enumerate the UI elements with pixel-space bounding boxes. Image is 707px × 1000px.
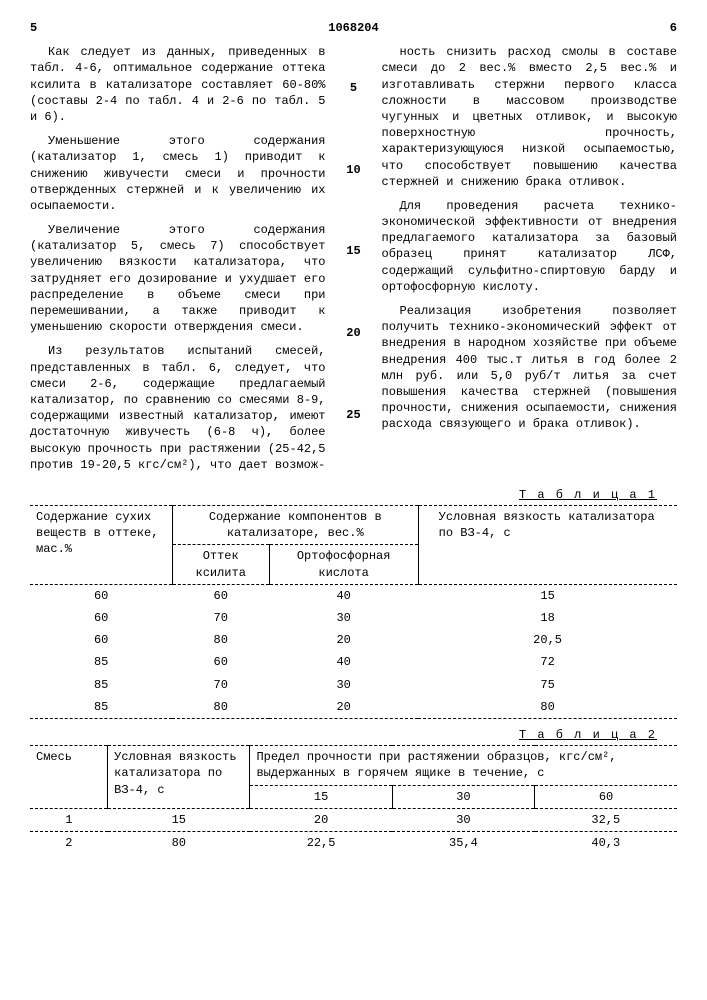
page-right-num: 6	[670, 20, 677, 36]
table-cell: 18	[418, 607, 677, 629]
paragraph: Для проведения расчета технико-экономиче…	[382, 198, 678, 295]
table-cell: 75	[418, 674, 677, 696]
table1-h2b: Ортофосфорная кислота	[269, 545, 418, 584]
line-marker: 15	[342, 243, 366, 259]
table-cell: 85	[30, 651, 172, 673]
table2: Смесь Условная вязкость катализатора по …	[30, 745, 677, 854]
table-cell: 70	[172, 674, 269, 696]
right-column: ность снизить расход смолы в составе сме…	[382, 44, 678, 481]
table-cell: 35,4	[392, 831, 534, 854]
table-cell: 85	[30, 696, 172, 719]
table-cell: 60	[30, 607, 172, 629]
table-cell: 1	[30, 808, 108, 831]
table1: Содержание сухих веществ в оттеке, мас.%…	[30, 505, 677, 721]
table-cell: 80	[172, 696, 269, 719]
table2-h3: Предел прочности при растяжении образцов…	[250, 746, 677, 785]
table2-h3a: 15	[250, 785, 392, 808]
table2-h2: Условная вязкость катализатора по ВЗ-4, …	[108, 746, 250, 809]
page-left-num: 5	[30, 20, 37, 36]
table-cell: 15	[108, 808, 250, 831]
table1-h3: Условная вязкость катализатора по ВЗ-4, …	[418, 506, 677, 585]
paragraph: Реализация изобретения позволяет получит…	[382, 303, 678, 433]
paragraph: Увеличение этого содержания (катализатор…	[30, 222, 326, 335]
table-cell: 22,5	[250, 831, 392, 854]
table-cell: 32,5	[535, 808, 677, 831]
table-cell: 20,5	[418, 629, 677, 651]
table1-h2a: Оттек ксилита	[172, 545, 269, 584]
table-cell: 80	[108, 831, 250, 854]
table1-label: Т а б л и ц а 1	[30, 487, 657, 503]
table-cell: 60	[30, 584, 172, 607]
paragraph: Уменьшение этого содержания (катализатор…	[30, 133, 326, 214]
table-cell: 80	[418, 696, 677, 719]
table2-h3c: 60	[535, 785, 677, 808]
line-number-gutter: 5 10 15 20 25	[342, 44, 366, 481]
table-cell: 20	[269, 696, 418, 719]
table-cell: 30	[269, 674, 418, 696]
paragraph: ность снизить расход смолы в составе сме…	[382, 44, 678, 190]
left-column: Как следует из данных, приведенных в таб…	[30, 44, 326, 481]
table1-h2: Содержание компонентов в катализаторе, в…	[172, 506, 418, 545]
table-cell: 2	[30, 831, 108, 854]
table-cell: 15	[418, 584, 677, 607]
line-marker: 20	[342, 325, 366, 341]
table-cell: 40	[269, 584, 418, 607]
line-marker: 10	[342, 162, 366, 178]
table2-h3b: 30	[392, 785, 534, 808]
table-cell: 60	[172, 651, 269, 673]
line-marker: 5	[342, 80, 366, 96]
table-cell: 20	[269, 629, 418, 651]
text-columns: Как следует из данных, приведенных в таб…	[30, 44, 677, 481]
table-cell: 20	[250, 808, 392, 831]
table-cell: 80	[172, 629, 269, 651]
table-cell: 60	[30, 629, 172, 651]
table-cell: 60	[172, 584, 269, 607]
table-cell: 70	[172, 607, 269, 629]
table-cell: 30	[392, 808, 534, 831]
table-cell: 40	[269, 651, 418, 673]
table-cell: 40,3	[535, 831, 677, 854]
table2-h1: Смесь	[30, 746, 108, 809]
paragraph: Из результатов испытаний смесей, предста…	[30, 343, 326, 473]
table-cell: 30	[269, 607, 418, 629]
table2-label: Т а б л и ц а 2	[30, 727, 657, 743]
doc-number: 1068204	[37, 20, 670, 36]
paragraph: Как следует из данных, приведенных в таб…	[30, 44, 326, 125]
page-header: 5 1068204 6	[30, 20, 677, 36]
line-marker: 25	[342, 407, 366, 423]
table-cell: 85	[30, 674, 172, 696]
table1-h1: Содержание сухих веществ в оттеке, мас.%	[30, 506, 172, 585]
table-cell: 72	[418, 651, 677, 673]
